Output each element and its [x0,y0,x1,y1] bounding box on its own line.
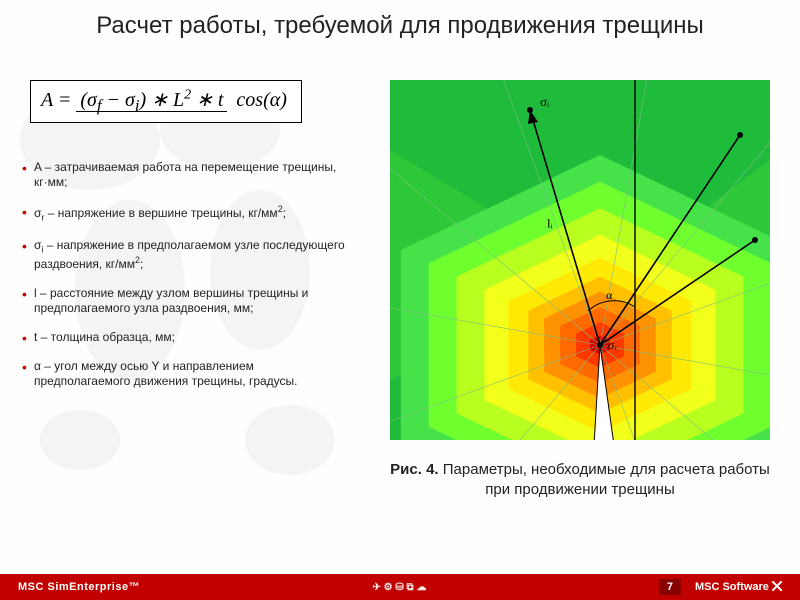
footer-bar: MSC SimEnterprise™ ✈ ⚙ ⛁ ⧉ ☁ 7 MSC Softw… [0,574,800,600]
formula-denominator: cos(α) [232,89,290,111]
stress-contour-figure: σᵢ lᵢ α σᵣ [390,80,770,440]
slide: Расчет работы, требуемой для продвижения… [0,0,800,600]
formula-numerator: (σf − σi) ∗ L2 ∗ t [76,89,227,112]
x-logo-icon [772,581,782,591]
definition-item: t – толщина образца, мм; [22,330,352,345]
footer-brand-left: MSC SimEnterprise™ [18,581,140,593]
caption-text: Параметры, необходимые для расчета работ… [439,461,770,498]
footer-icons: ✈ ⚙ ⛁ ⧉ ☁ [372,582,426,593]
page-number: 7 [659,579,681,595]
definition-item: σi – напряжение в предполагаемом узле по… [22,238,352,273]
definition-item: α – угол между осью Y и направлением пре… [22,359,352,389]
formula-lhs: A [41,89,53,111]
svg-text:σᵢ: σᵢ [540,94,550,109]
definition-item: σr – напряжение в вершине трещины, кг/мм… [22,204,352,224]
formula-equals: = [58,89,77,111]
formula-fraction: (σf − σi) ∗ L2 ∗ t cos(α) [76,87,291,116]
footer-brand-right: MSC Software [695,581,782,593]
svg-text:α: α [606,288,613,302]
definition-item: l – расстояние между узлом вершины трещи… [22,286,352,316]
formula-box: A = (σf − σi) ∗ L2 ∗ t cos(α) [30,80,302,123]
definitions-list: A – затрачиваемая работа на перемещение … [22,160,352,403]
definition-item: A – затрачиваемая работа на перемещение … [22,160,352,190]
caption-bold: Рис. 4. [390,461,438,478]
svg-text:lᵢ: lᵢ [547,216,554,231]
slide-title: Расчет работы, требуемой для продвижения… [0,0,800,44]
svg-text:σᵣ: σᵣ [608,338,617,352]
figure-caption: Рис. 4. Параметры, необходимые для расче… [380,460,780,499]
